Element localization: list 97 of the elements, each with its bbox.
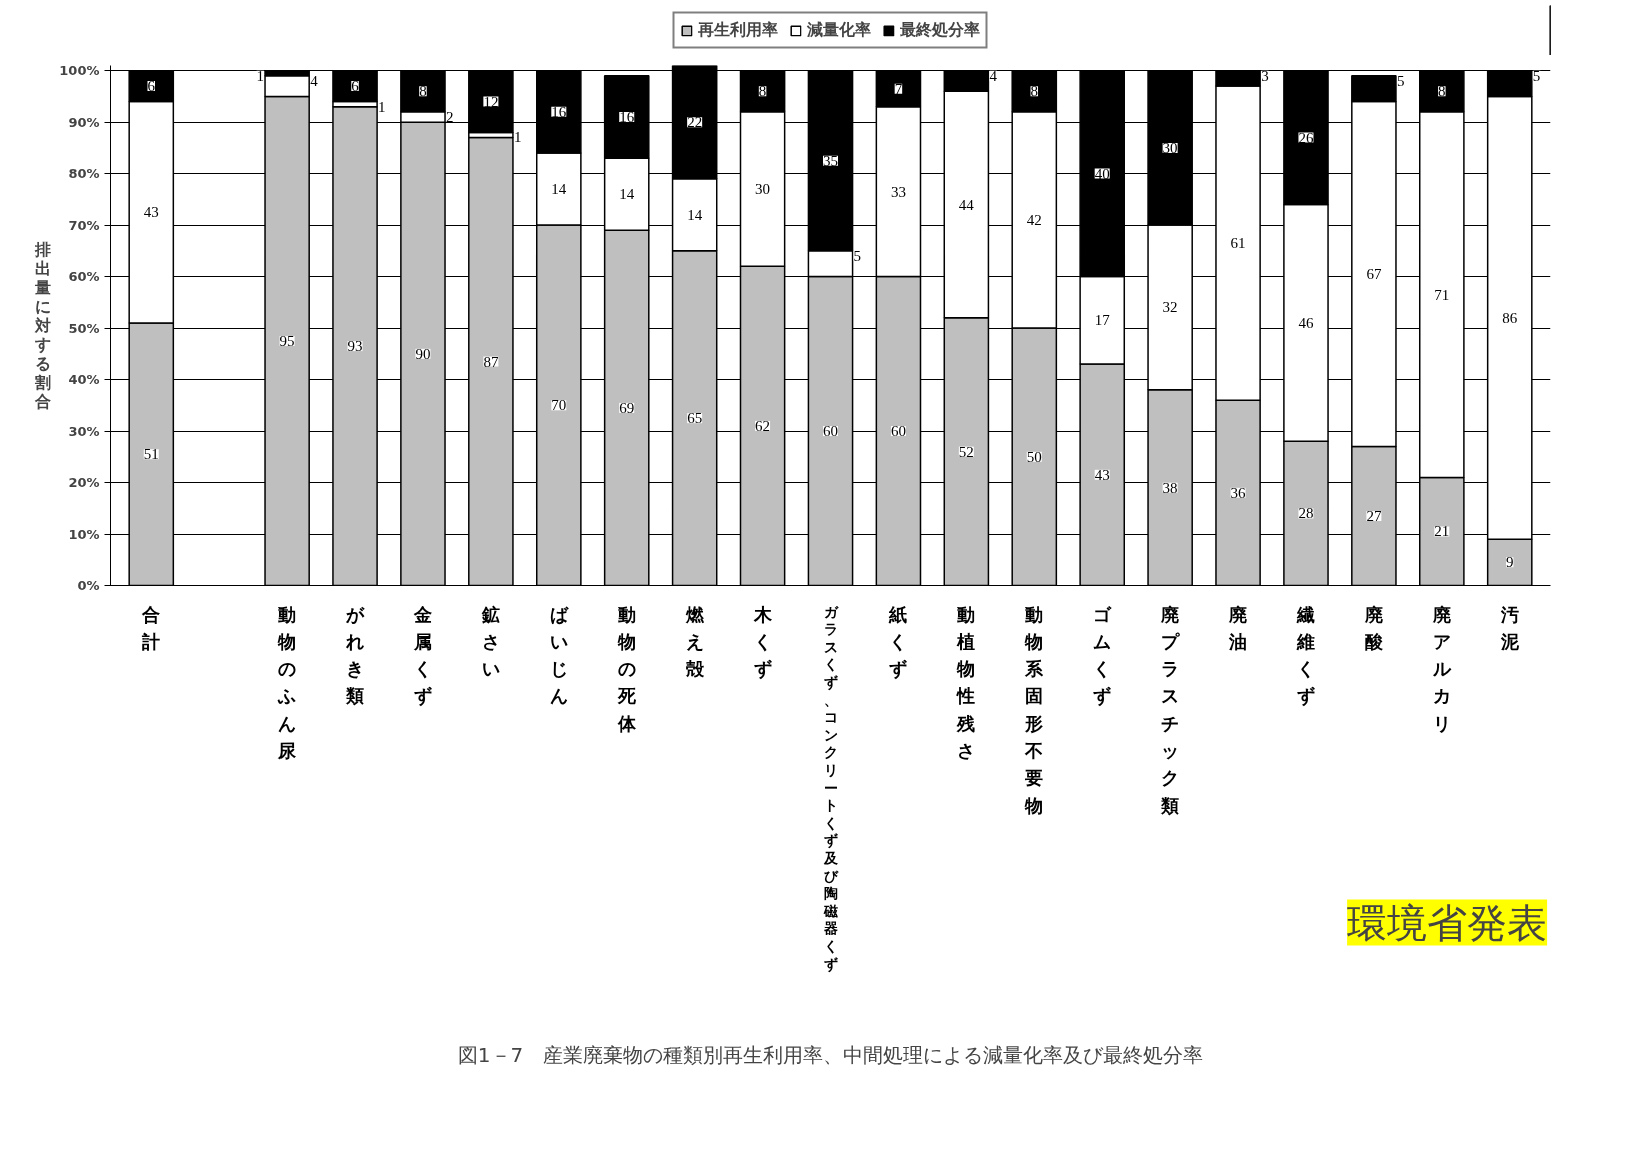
x-tick-label: 廃アルカリ [1431,603,1452,734]
data-label: 16 [619,108,635,125]
data-label: 95 [279,332,295,349]
y-tick-label: 10% [68,526,100,542]
data-label: 60 [890,423,906,440]
y-tick-label: 50% [68,320,100,336]
data-label: 5 [1396,72,1405,89]
data-label: 50 [1026,448,1042,465]
data-label: 16 [551,103,567,120]
data-label: 33 [890,183,906,200]
x-tick-label: がれき類 [345,603,366,707]
data-label: 69 [619,399,635,416]
data-label: 5 [853,247,862,264]
text: 環境省発表 [1347,899,1548,946]
data-label: 27 [1366,508,1382,524]
x-tick-label: 廃酸 [1363,603,1384,652]
x-tick-label: 汚泥 [1499,603,1520,652]
y-tick-label: 90% [68,114,100,130]
data-label: 7 [894,80,903,97]
data-label: 40 [1094,165,1110,182]
x-tick-label: 鉱さい [480,603,500,680]
data-label: 28 [1298,505,1314,522]
data-label: 86 [1502,309,1518,326]
x-tick-label: ばいじん [549,603,569,707]
text: 排出量に対する割合 [35,240,52,411]
data-label: 52 [958,443,974,460]
y-tick-label: 0% [77,578,100,593]
data-label: 38 [1162,479,1178,496]
data-label: 67 [1366,266,1382,283]
category-label: ガラスくず、コンクリートくず及び陶磁器くず [823,603,838,972]
data-label: 6 [351,78,360,95]
data-label: 14 [619,186,635,203]
x-tick-label: 動物のふん尿 [277,603,298,761]
x-tick-label: 金属くず [412,603,432,708]
data-label: 70 [551,397,567,414]
data-label: 8 [1438,83,1446,100]
data-label: 30 [755,181,771,198]
data-label: 4 [989,67,998,84]
y-tick-label: 80% [68,166,100,182]
data-label: 6 [147,78,156,95]
data-label: 21 [1434,523,1450,540]
data-label: 62 [755,417,771,434]
x-tick-label: 廃プラスチック類 [1160,603,1181,816]
x-tick-label: 合計 [141,603,161,652]
x-tick-label: ゴムくず [1093,603,1113,708]
y-tick-label: 60% [68,269,100,285]
x-tick-label: 動物の死体 [616,603,637,734]
data-label: 17 [1094,312,1111,329]
data-label: 8 [758,83,767,100]
data-label: 12 [483,93,499,110]
x-tick-label: 動植物性残さ [956,603,976,761]
data-label: 26 [1298,129,1314,146]
data-label: 4 [310,72,319,89]
legend-label: 減量化率 [806,19,871,41]
legend-label: 最終処分率 [899,19,980,41]
data-label: 8 [419,83,427,100]
data-label: 5 [1532,67,1541,84]
data-label: 8 [1030,83,1039,100]
data-label: 3 [1261,67,1269,84]
data-label: 32 [1162,299,1178,316]
data-label: 22 [687,114,703,131]
data-label: 36 [1230,484,1247,501]
data-label: 60 [823,423,838,440]
y-tick-label: 20% [68,475,100,491]
data-label: 65 [687,410,703,427]
legend-label: 再生利用率 [697,19,778,41]
x-tick-label: 動物系固形不要物 [1024,603,1045,816]
data-label: 14 [551,181,567,198]
data-label: 42 [1026,211,1042,228]
data-label: 1 [513,129,522,146]
data-label: 9 [1506,554,1514,571]
y-tick-label: 30% [68,423,100,439]
y-tick-label: 100% [59,63,100,79]
data-label: 2 [446,108,454,125]
y-tick-label: 40% [68,372,100,388]
text: 図1－7 産業廃棄物の種類別再生利用率、中間処理による減量化率及び最終処分率 [457,1042,1204,1067]
data-label: 90 [415,345,431,362]
data-label: 51 [143,446,159,463]
data-label: 1 [378,98,386,115]
data-label: 35 [823,152,838,169]
data-label: 61 [1230,235,1246,252]
y-tick-label: 70% [68,217,100,233]
x-tick-label: 燃え殻 [684,603,705,680]
data-label: 46 [1298,314,1314,331]
x-tick-label: 紙くず [888,603,908,681]
x-tick-label: 繊維くず [1295,603,1315,708]
data-label: 43 [143,204,159,221]
data-label: 30 [1162,139,1178,156]
x-tick-label: 木くず [752,603,773,681]
data-label: 14 [687,206,703,223]
data-label: 93 [347,338,363,355]
x-tick-label: 廃油 [1228,603,1248,652]
data-label: 43 [1094,466,1110,483]
data-label: 1 [256,67,265,84]
data-label: 71 [1434,286,1450,303]
data-label: 44 [958,196,975,213]
data-label: 87 [483,353,499,370]
